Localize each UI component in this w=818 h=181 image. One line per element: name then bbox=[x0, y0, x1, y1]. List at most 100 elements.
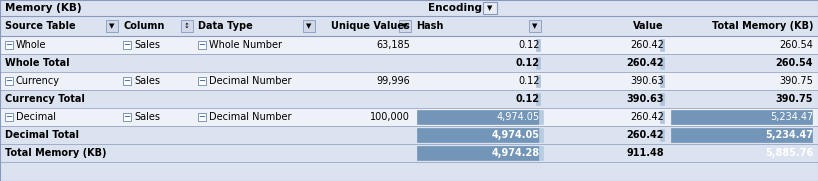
Text: −: − bbox=[6, 41, 12, 49]
Text: 0.12: 0.12 bbox=[516, 58, 540, 68]
Bar bbox=[536, 75, 540, 87]
Text: −: − bbox=[124, 41, 131, 49]
Bar bbox=[5, 41, 13, 49]
Text: Currency Total: Currency Total bbox=[5, 94, 85, 104]
Bar bbox=[0, 72, 818, 90]
Bar bbox=[539, 146, 543, 160]
Text: Whole: Whole bbox=[16, 40, 47, 50]
Text: ▼: ▼ bbox=[306, 23, 312, 29]
Text: 390.63: 390.63 bbox=[631, 76, 664, 86]
Text: 911.48: 911.48 bbox=[627, 148, 664, 158]
Bar bbox=[539, 128, 543, 142]
Text: 4,974.05: 4,974.05 bbox=[492, 130, 540, 140]
Text: Total Memory (KB): Total Memory (KB) bbox=[712, 21, 813, 31]
Text: 100,000: 100,000 bbox=[370, 112, 410, 122]
Text: Sales: Sales bbox=[134, 40, 160, 50]
Text: 260.42: 260.42 bbox=[630, 112, 664, 122]
Text: −: − bbox=[6, 113, 12, 121]
Text: 5,885.76: 5,885.76 bbox=[765, 148, 813, 158]
Bar bbox=[660, 129, 664, 141]
Text: 260.42: 260.42 bbox=[627, 58, 664, 68]
Bar bbox=[529, 20, 541, 32]
Bar bbox=[0, 90, 818, 108]
Bar bbox=[181, 20, 193, 32]
Text: Currency: Currency bbox=[16, 76, 60, 86]
Bar bbox=[483, 2, 497, 14]
Bar bbox=[5, 77, 13, 85]
Text: Whole Number: Whole Number bbox=[209, 40, 282, 50]
Text: 260.42: 260.42 bbox=[627, 130, 664, 140]
Text: −: − bbox=[6, 77, 12, 85]
Bar bbox=[660, 111, 664, 123]
Bar bbox=[536, 39, 540, 51]
Text: Value: Value bbox=[633, 21, 664, 31]
Text: 260.54: 260.54 bbox=[779, 40, 813, 50]
Text: Decimal: Decimal bbox=[16, 112, 56, 122]
Text: 5,234.47: 5,234.47 bbox=[765, 130, 813, 140]
Bar bbox=[660, 39, 664, 51]
Text: ▼: ▼ bbox=[110, 23, 115, 29]
Text: 99,996: 99,996 bbox=[376, 76, 410, 86]
Text: Encoding: Encoding bbox=[428, 3, 482, 13]
Text: Unique Values: Unique Values bbox=[331, 21, 410, 31]
Text: ▼: ▼ bbox=[533, 23, 537, 29]
Bar bbox=[417, 146, 539, 160]
Text: Memory (KB): Memory (KB) bbox=[5, 3, 82, 13]
Bar bbox=[123, 41, 131, 49]
Bar bbox=[660, 93, 664, 105]
Text: Column: Column bbox=[123, 21, 164, 31]
Text: Whole Total: Whole Total bbox=[5, 58, 70, 68]
Bar bbox=[671, 128, 812, 142]
Text: 260.42: 260.42 bbox=[630, 40, 664, 50]
Text: 0.12: 0.12 bbox=[519, 40, 540, 50]
Text: Decimal Number: Decimal Number bbox=[209, 76, 291, 86]
Text: 0.12: 0.12 bbox=[519, 76, 540, 86]
Text: −: − bbox=[124, 113, 131, 121]
Bar bbox=[0, 54, 818, 72]
Bar bbox=[0, 144, 818, 162]
Text: −: − bbox=[199, 41, 205, 49]
Text: ▼: ▼ bbox=[402, 23, 407, 29]
Text: 4,974.05: 4,974.05 bbox=[497, 112, 540, 122]
Text: Source Table: Source Table bbox=[5, 21, 75, 31]
Bar bbox=[198, 77, 206, 85]
Bar bbox=[0, 126, 818, 144]
Bar bbox=[0, 16, 818, 36]
Text: −: − bbox=[199, 77, 205, 85]
Text: ▼: ▼ bbox=[488, 5, 492, 11]
Bar bbox=[417, 128, 539, 142]
Text: Total Memory (KB): Total Memory (KB) bbox=[5, 148, 106, 158]
Text: −: − bbox=[199, 113, 205, 121]
Text: 390.63: 390.63 bbox=[627, 94, 664, 104]
Text: ↕: ↕ bbox=[184, 23, 190, 29]
Text: 5,234.47: 5,234.47 bbox=[770, 112, 813, 122]
Bar bbox=[123, 77, 131, 85]
Bar bbox=[539, 110, 543, 124]
Bar bbox=[198, 113, 206, 121]
Bar bbox=[123, 113, 131, 121]
Bar bbox=[5, 113, 13, 121]
Bar bbox=[660, 75, 664, 87]
Bar bbox=[198, 41, 206, 49]
Bar bbox=[536, 93, 540, 105]
Bar bbox=[106, 20, 118, 32]
Bar bbox=[399, 20, 411, 32]
Text: Sales: Sales bbox=[134, 76, 160, 86]
Bar bbox=[660, 57, 664, 69]
Text: Decimal Number: Decimal Number bbox=[209, 112, 291, 122]
Text: −: − bbox=[124, 77, 131, 85]
Bar bbox=[0, 36, 818, 54]
Text: Decimal Total: Decimal Total bbox=[5, 130, 79, 140]
Bar bbox=[303, 20, 315, 32]
Text: 0.12: 0.12 bbox=[516, 94, 540, 104]
Bar bbox=[417, 110, 539, 124]
Bar bbox=[536, 57, 540, 69]
Text: Sales: Sales bbox=[134, 112, 160, 122]
Text: 63,185: 63,185 bbox=[376, 40, 410, 50]
Bar bbox=[0, 108, 818, 126]
Text: 390.75: 390.75 bbox=[775, 94, 813, 104]
Text: 4,974.28: 4,974.28 bbox=[492, 148, 540, 158]
Bar bbox=[671, 110, 812, 124]
Bar bbox=[0, 0, 818, 16]
Text: Hash: Hash bbox=[416, 21, 443, 31]
